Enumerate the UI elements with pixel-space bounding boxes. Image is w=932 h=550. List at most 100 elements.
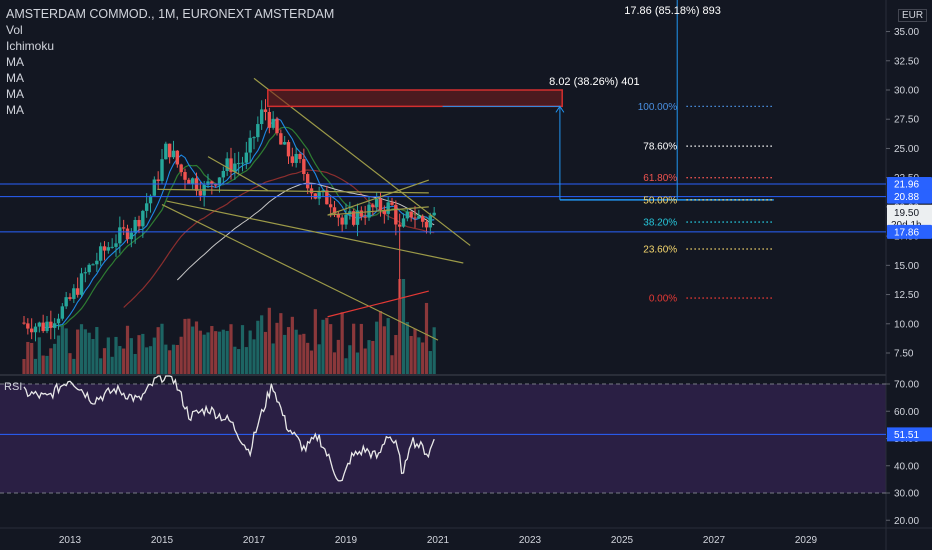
candle-body: [137, 219, 141, 227]
volume-bar: [271, 343, 275, 374]
volume-bar: [217, 331, 222, 374]
candle-body: [355, 210, 360, 225]
time-tick-label: 2027: [703, 535, 726, 546]
candle-body: [52, 323, 57, 328]
volume-bar: [175, 344, 179, 374]
price-tick-label: 12.50: [894, 290, 919, 301]
volume-bar: [237, 349, 241, 374]
time-tick-label: 2019: [335, 535, 358, 546]
rsi-line: [23, 375, 435, 482]
candle-body: [298, 153, 302, 160]
trend-line-lower: [166, 200, 464, 264]
rsi-label[interactable]: RSI: [4, 381, 23, 393]
price-badge-21-96-bg: [887, 176, 932, 191]
candle-body: [240, 162, 245, 164]
candle-body: [29, 328, 34, 333]
candle-body: [390, 202, 394, 205]
indicator-ichimoku[interactable]: Ichimoku: [6, 39, 55, 53]
volume-bar: [160, 323, 164, 374]
candle-body: [317, 192, 321, 199]
volume-bar: [298, 334, 302, 374]
volume-bar: [225, 330, 229, 374]
candle-body: [336, 213, 341, 218]
time-tick-label: 2029: [795, 535, 818, 546]
volume-bar: [72, 358, 76, 374]
time-tick-label: 2021: [427, 535, 450, 546]
volume-bar: [206, 332, 210, 374]
fib-level-label: 61.80%: [643, 173, 677, 184]
time-tick-label: 2025: [611, 535, 634, 546]
volume-bar: [191, 326, 195, 374]
candle-body: [279, 133, 283, 145]
volume-bar: [405, 322, 409, 374]
volume-bar: [417, 337, 421, 374]
candle-body: [49, 321, 53, 328]
candle-body: [22, 322, 26, 324]
volume-bar: [148, 346, 153, 374]
candle-body: [267, 111, 272, 128]
candle-body: [294, 153, 298, 163]
volume-bar: [279, 313, 283, 374]
volume-bar: [413, 328, 417, 374]
trend-line-fan-upper: [327, 179, 429, 216]
candle-body: [37, 322, 42, 327]
candle-body: [290, 156, 295, 163]
indicator-ma-4[interactable]: MA: [6, 103, 24, 117]
volume-bar: [114, 336, 118, 374]
candle-body: [432, 212, 436, 216]
chart-legend: AMSTERDAM COMMOD., 1M, EURONEXT AMSTERDA…: [6, 6, 334, 118]
candle-body: [378, 198, 383, 210]
volume-bar: [409, 336, 413, 374]
candle-body: [45, 321, 49, 332]
candle-body: [167, 143, 172, 158]
indicator-ma-2[interactable]: MA: [6, 71, 24, 85]
candle-body: [156, 179, 160, 182]
volume-bar: [118, 346, 122, 374]
rsi-tick-label: 70.00: [894, 380, 919, 391]
candle-body: [26, 323, 30, 329]
candle-body: [340, 217, 344, 225]
candle-body: [233, 163, 237, 172]
volume-bar: [344, 358, 348, 374]
candle-body: [206, 181, 210, 185]
volume-bar: [309, 350, 314, 374]
volume-bar: [329, 324, 333, 374]
rsi-tick-label: 20.00: [894, 516, 919, 527]
indicator-ma-1[interactable]: MA: [6, 55, 24, 69]
volume-bar: [79, 324, 84, 374]
volume-bar: [133, 353, 137, 374]
moving-average-fast: [58, 126, 435, 327]
volume-bar: [382, 326, 386, 374]
indicator-vol[interactable]: Vol: [6, 23, 23, 37]
volume-bar: [152, 337, 156, 374]
candle-body: [259, 109, 264, 125]
candle-body: [386, 202, 390, 214]
candle-body: [179, 164, 183, 173]
candle-body: [382, 209, 387, 214]
volume-bar: [49, 348, 53, 374]
candle-body: [217, 177, 222, 186]
indicator-ma-3[interactable]: MA: [6, 87, 24, 101]
candle-body: [417, 216, 421, 219]
volume-bar: [240, 325, 245, 374]
candle-body: [236, 163, 241, 165]
candle-body: [160, 159, 164, 182]
rsi-tick-label: 30.00: [894, 489, 919, 500]
volume-bar: [110, 356, 114, 374]
candle-body: [275, 118, 279, 134]
candle-body: [56, 318, 61, 324]
currency-label[interactable]: EUR: [898, 9, 928, 22]
volume-bar: [313, 309, 317, 374]
candle-body: [72, 288, 76, 299]
fib-level-label: 50.00%: [643, 195, 677, 206]
volume-bar: [317, 344, 321, 374]
volume-bar: [99, 358, 103, 374]
rsi-value-badge: 51.51: [894, 430, 919, 441]
price-tick-label: 32.50: [894, 56, 919, 67]
volume-bar: [95, 327, 99, 374]
volume-bar: [221, 329, 225, 374]
volume-bar: [332, 352, 337, 374]
candle-body: [351, 211, 356, 225]
volume-bar: [164, 344, 168, 374]
